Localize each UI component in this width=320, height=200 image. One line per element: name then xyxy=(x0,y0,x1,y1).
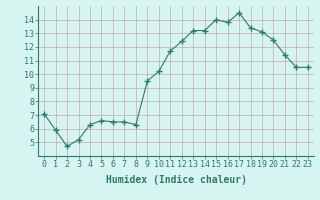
X-axis label: Humidex (Indice chaleur): Humidex (Indice chaleur) xyxy=(106,175,246,185)
